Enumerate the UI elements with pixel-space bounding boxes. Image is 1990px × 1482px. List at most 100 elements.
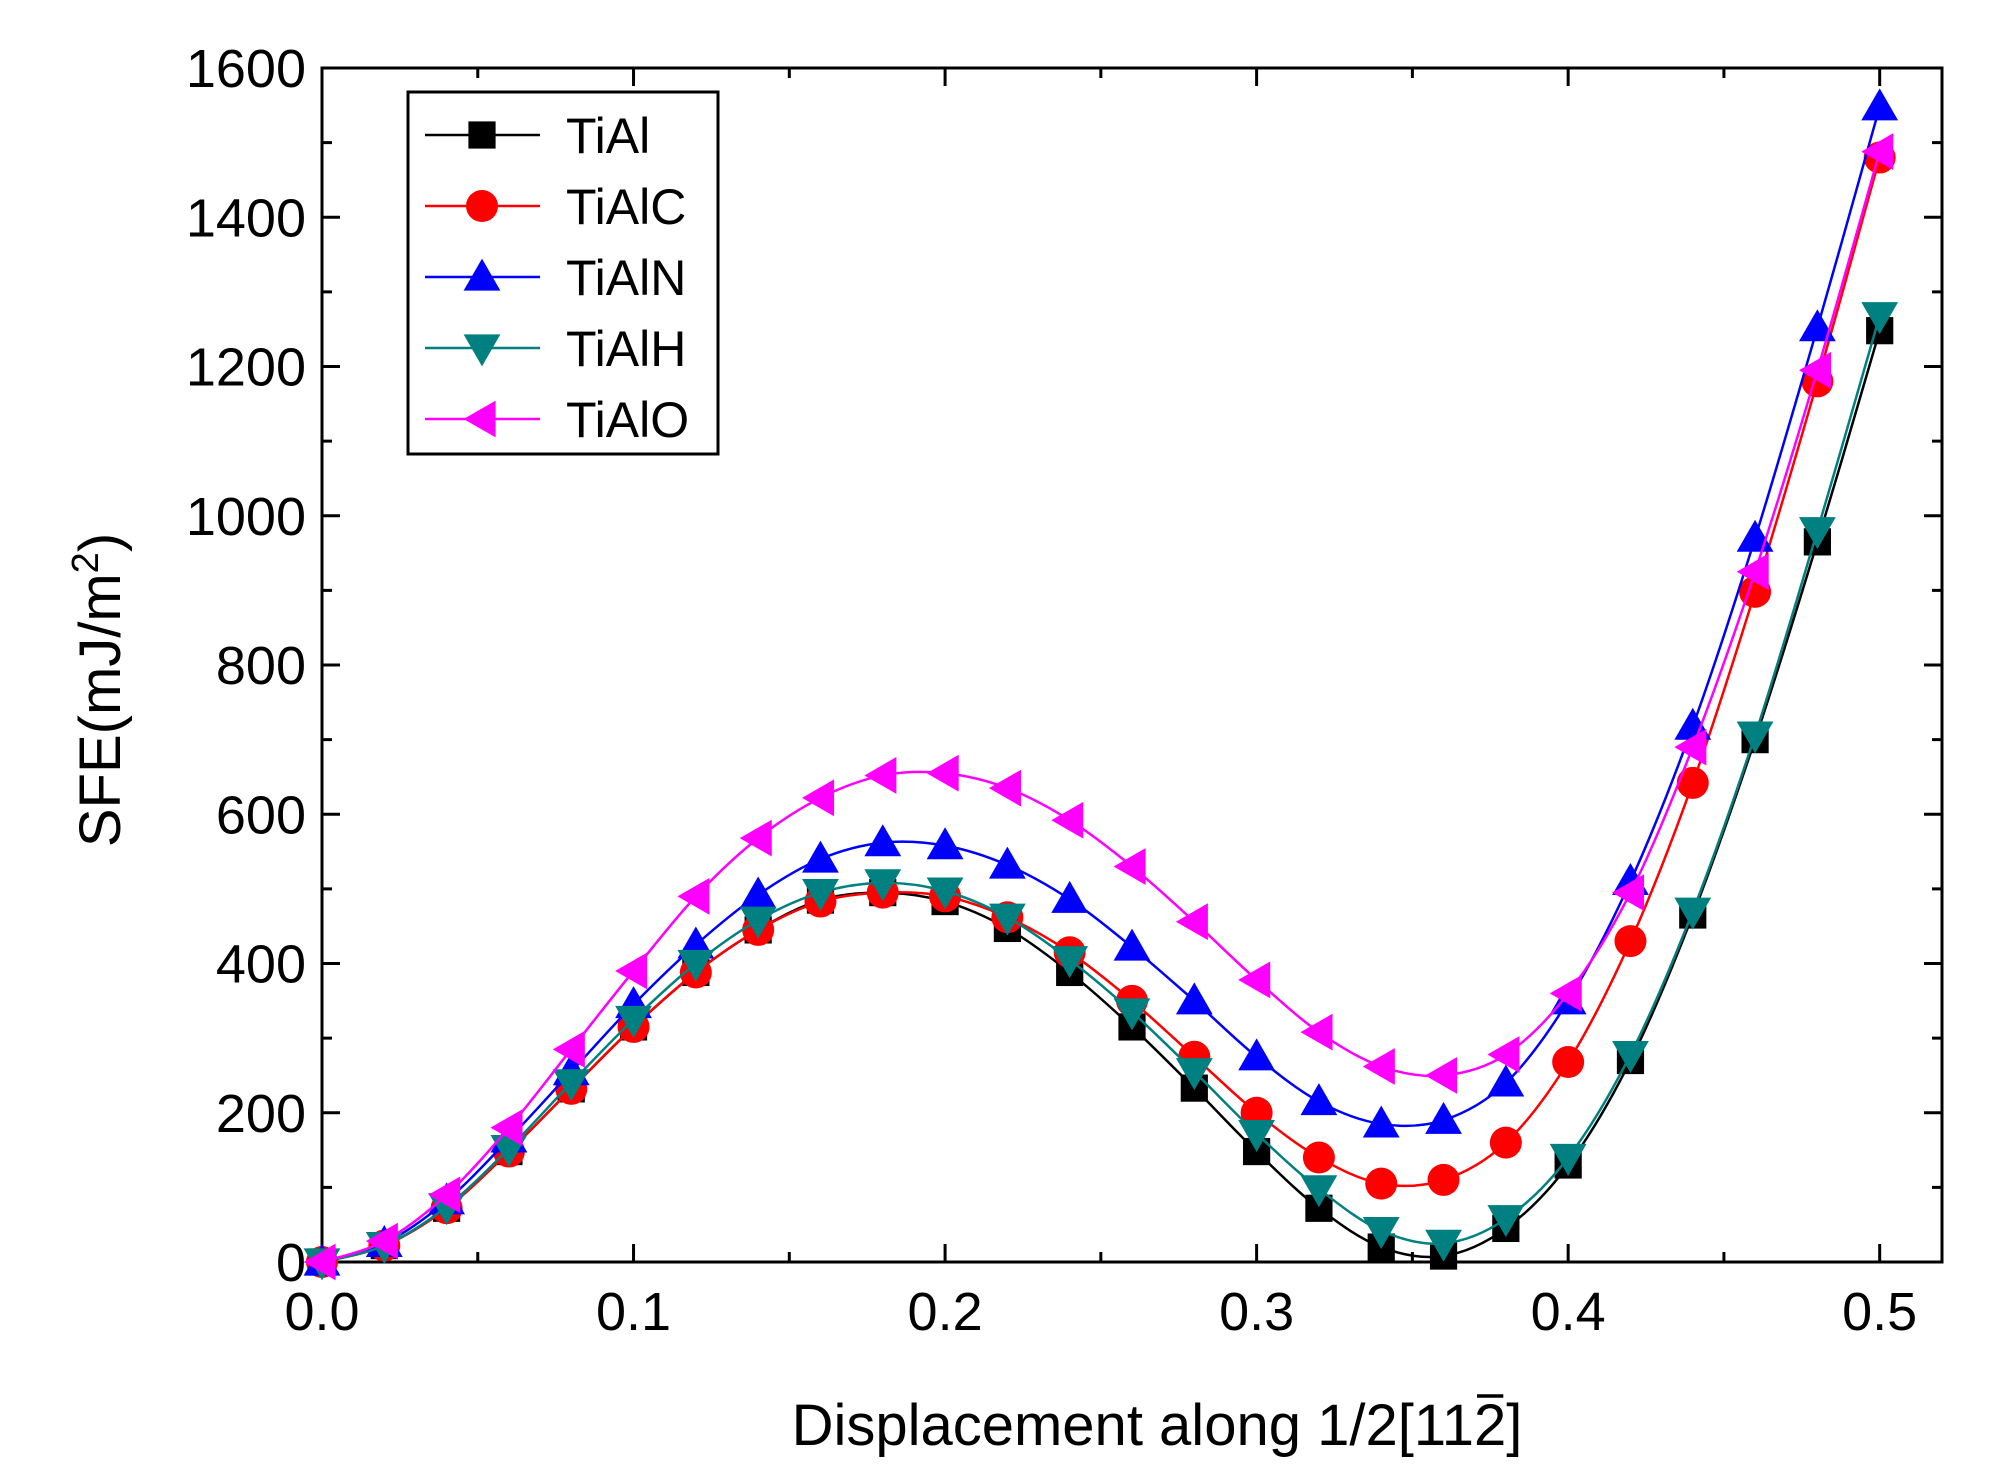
legend-marker-tialc xyxy=(466,190,498,222)
data-point-tialo xyxy=(552,1030,585,1068)
x-tick-label: 0.0 xyxy=(284,1282,359,1342)
legend-label-tialo: TiAlO xyxy=(566,392,689,448)
data-point-tialc xyxy=(1614,925,1647,958)
data-point-tialo xyxy=(926,754,959,792)
data-point-tialo xyxy=(1674,728,1707,766)
legend-label-tialn: TiAlN xyxy=(566,250,686,306)
series-tial xyxy=(308,317,1894,1276)
data-point-tialh xyxy=(1362,1217,1400,1250)
data-point-tialh xyxy=(1051,946,1089,979)
x-tick-label: 0.5 xyxy=(1842,1282,1917,1342)
data-point-tialo xyxy=(1051,801,1084,839)
data-point-tialn xyxy=(1113,928,1151,961)
legend-marker-tial xyxy=(468,121,496,149)
data-point-tialc xyxy=(1302,1141,1335,1174)
data-point-tialn xyxy=(1861,88,1899,121)
legend: TiAl TiAlC TiAlN TiAlH TiAlO xyxy=(406,90,720,456)
series-layer xyxy=(303,88,1899,1281)
y-tick-label: 600 xyxy=(216,785,306,845)
data-point-tialo xyxy=(428,1176,461,1214)
x-tick-label: 0.4 xyxy=(1531,1282,1606,1342)
y-tick-label: 400 xyxy=(216,935,306,995)
data-point-tialo xyxy=(988,769,1021,807)
data-point-tialh xyxy=(802,879,839,912)
data-point-tialh xyxy=(1798,517,1836,550)
data-point-tialh xyxy=(988,903,1026,936)
data-point-tialo xyxy=(677,877,710,915)
data-point-tialo xyxy=(1861,133,1894,170)
data-point-tialo xyxy=(1487,1036,1520,1073)
legend-entry-tialn: TiAlN xyxy=(425,250,686,306)
data-point-tialo xyxy=(1549,974,1582,1012)
data-point-tialo xyxy=(1425,1057,1458,1094)
data-point-tialh xyxy=(1861,302,1899,335)
data-point-tialc xyxy=(1552,1046,1585,1079)
data-point-tialo xyxy=(802,779,835,817)
y-tick-label: 1600 xyxy=(186,39,306,99)
legend-marker-tialo xyxy=(463,400,496,438)
legend-label-tialh: TiAlH xyxy=(566,321,686,377)
data-point-tialo xyxy=(1300,1013,1333,1051)
legend-entry-tial: TiAl xyxy=(425,108,650,164)
data-point-tialn xyxy=(1238,1038,1276,1071)
data-point-tialn xyxy=(1051,880,1089,913)
legend-box xyxy=(406,90,720,456)
data-point-tialn xyxy=(1487,1064,1525,1097)
legend-label-tial: TiAl xyxy=(566,108,650,164)
series-tialo xyxy=(303,133,1894,1281)
data-point-tialo xyxy=(490,1109,523,1147)
data-point-tialn xyxy=(802,840,839,873)
data-point-tialh xyxy=(1549,1143,1587,1176)
legend-marker-tialn xyxy=(463,258,501,291)
data-point-tialo xyxy=(1113,848,1146,885)
data-point-tialn xyxy=(1798,309,1836,342)
data-point-tialc xyxy=(1365,1167,1398,1200)
data-point-tialn xyxy=(926,827,964,860)
y-tick-label: 1200 xyxy=(186,338,306,398)
y-axis-title: SFE(mJ/m2) xyxy=(65,533,133,847)
data-point-tialh xyxy=(1487,1205,1525,1238)
data-point-tialo xyxy=(864,757,897,794)
data-point-tialh xyxy=(1425,1229,1462,1262)
x-axis-title: Displacement along 1/2[112] xyxy=(792,1393,1523,1458)
data-point-tialo xyxy=(1175,903,1208,941)
data-point-tialh xyxy=(1238,1120,1276,1153)
y-tick-label: 1400 xyxy=(186,188,306,248)
data-point-tialh xyxy=(1300,1175,1338,1208)
series-line-tialh xyxy=(321,315,1881,1264)
legend-marker-tialh xyxy=(463,334,501,367)
series-line-tial xyxy=(321,330,1881,1264)
data-point-tialo xyxy=(1612,874,1645,912)
data-point-tialo xyxy=(1362,1048,1395,1085)
data-point-tialh xyxy=(739,906,777,939)
data-point-tialn xyxy=(864,824,902,857)
data-point-tialo xyxy=(1736,553,1769,591)
data-point-tialo xyxy=(365,1222,398,1260)
x-tick-label: 0.3 xyxy=(1219,1282,1294,1342)
data-point-tialh xyxy=(1113,998,1151,1031)
legend-entry-tialh: TiAlH xyxy=(425,321,686,377)
data-point-tialn xyxy=(1425,1101,1462,1134)
data-point-tialh xyxy=(1674,897,1712,930)
y-axis-title-superscript: 2 xyxy=(65,552,107,573)
data-point-tialc xyxy=(1427,1163,1460,1196)
data-point-tialo xyxy=(303,1243,336,1281)
x-tick-label: 0.1 xyxy=(596,1282,671,1342)
data-point-tialh xyxy=(615,1005,652,1038)
data-point-tialn xyxy=(1175,982,1213,1015)
data-point-tialo xyxy=(615,952,648,990)
legend-label-tialc: TiAlC xyxy=(566,179,686,235)
data-point-tialc xyxy=(1676,766,1709,799)
data-point-tialo xyxy=(739,819,772,857)
data-point-tialh xyxy=(1612,1040,1649,1073)
data-point-tialh xyxy=(677,949,715,982)
data-point-tialo xyxy=(1798,351,1831,389)
data-point-tialn xyxy=(1300,1083,1338,1116)
y-tick-label: 800 xyxy=(216,636,306,696)
data-point-tialh xyxy=(864,869,902,902)
y-tick-label: 0 xyxy=(276,1233,306,1293)
data-point-tialn xyxy=(739,876,777,909)
legend-entry-tialc: TiAlC xyxy=(425,179,686,235)
